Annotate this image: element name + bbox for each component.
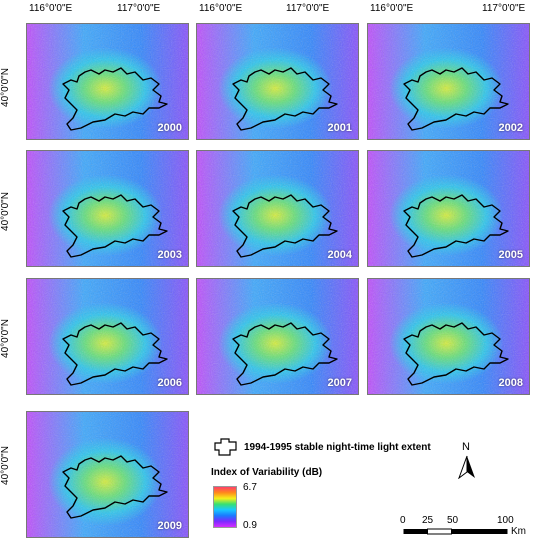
lon-label-col3-right: 117°0'0"E: [482, 3, 526, 14]
lat-label-row4: 40°0'0"N: [0, 446, 11, 485]
panel-year-label: 2009: [157, 520, 182, 532]
scale-tick-100: 100: [497, 515, 514, 526]
north-label: N: [462, 441, 470, 453]
lat-label-row1: 40°0'0"N: [0, 68, 11, 107]
extent-legend-label: 1994-1995 stable night-time light extent: [244, 442, 431, 453]
north-arrow-icon: [458, 455, 475, 479]
scale-bar-graphic: [403, 528, 508, 535]
index-min-label: 0.9: [243, 520, 257, 531]
scale-tick-25: 25: [422, 515, 434, 526]
panel-year-label: 2008: [498, 377, 523, 389]
scale-unit: Km: [511, 526, 526, 537]
map-panel-2007: 2007: [196, 278, 359, 395]
map-panel-2002: 2002: [367, 23, 530, 140]
lon-label-col1-right: 117°0'0"E: [117, 3, 161, 14]
index-max-label: 6.7: [243, 482, 257, 493]
panel-year-label: 2001: [327, 122, 352, 134]
lon-label-col1-left: 116°0'0"E: [29, 3, 73, 14]
panel-year-label: 2002: [498, 122, 523, 134]
panel-year-label: 2003: [157, 249, 182, 261]
lon-label-col2-right: 117°0'0"E: [286, 3, 330, 14]
map-panel-2006: 2006: [26, 278, 189, 395]
map-panel-2009: 2009: [26, 411, 189, 538]
index-legend-title: Index of Variability (dB): [211, 467, 323, 478]
map-panel-2005: 2005: [367, 150, 530, 267]
panel-year-label: 2007: [327, 377, 352, 389]
lat-label-row2: 40°0'0"N: [0, 192, 11, 231]
map-panel-2008: 2008: [367, 278, 530, 395]
panel-year-label: 2000: [157, 122, 182, 134]
lon-label-col3-left: 116°0'0"E: [370, 3, 414, 14]
map-panel-2004: 2004: [196, 150, 359, 267]
scale-tick-0: 0: [400, 515, 406, 526]
index-color-ramp: [213, 486, 237, 528]
map-panel-2003: 2003: [26, 150, 189, 267]
map-panel-2001: 2001: [196, 23, 359, 140]
lon-label-col2-left: 116°0'0"E: [199, 3, 243, 14]
lat-label-row3: 40°0'0"N: [0, 319, 11, 358]
map-panel-2000: 2000: [26, 23, 189, 140]
panel-year-label: 2006: [157, 377, 182, 389]
scale-tick-50: 50: [447, 515, 459, 526]
panel-year-label: 2004: [327, 249, 352, 261]
extent-legend-symbol: [214, 438, 237, 456]
panel-year-label: 2005: [498, 249, 523, 261]
